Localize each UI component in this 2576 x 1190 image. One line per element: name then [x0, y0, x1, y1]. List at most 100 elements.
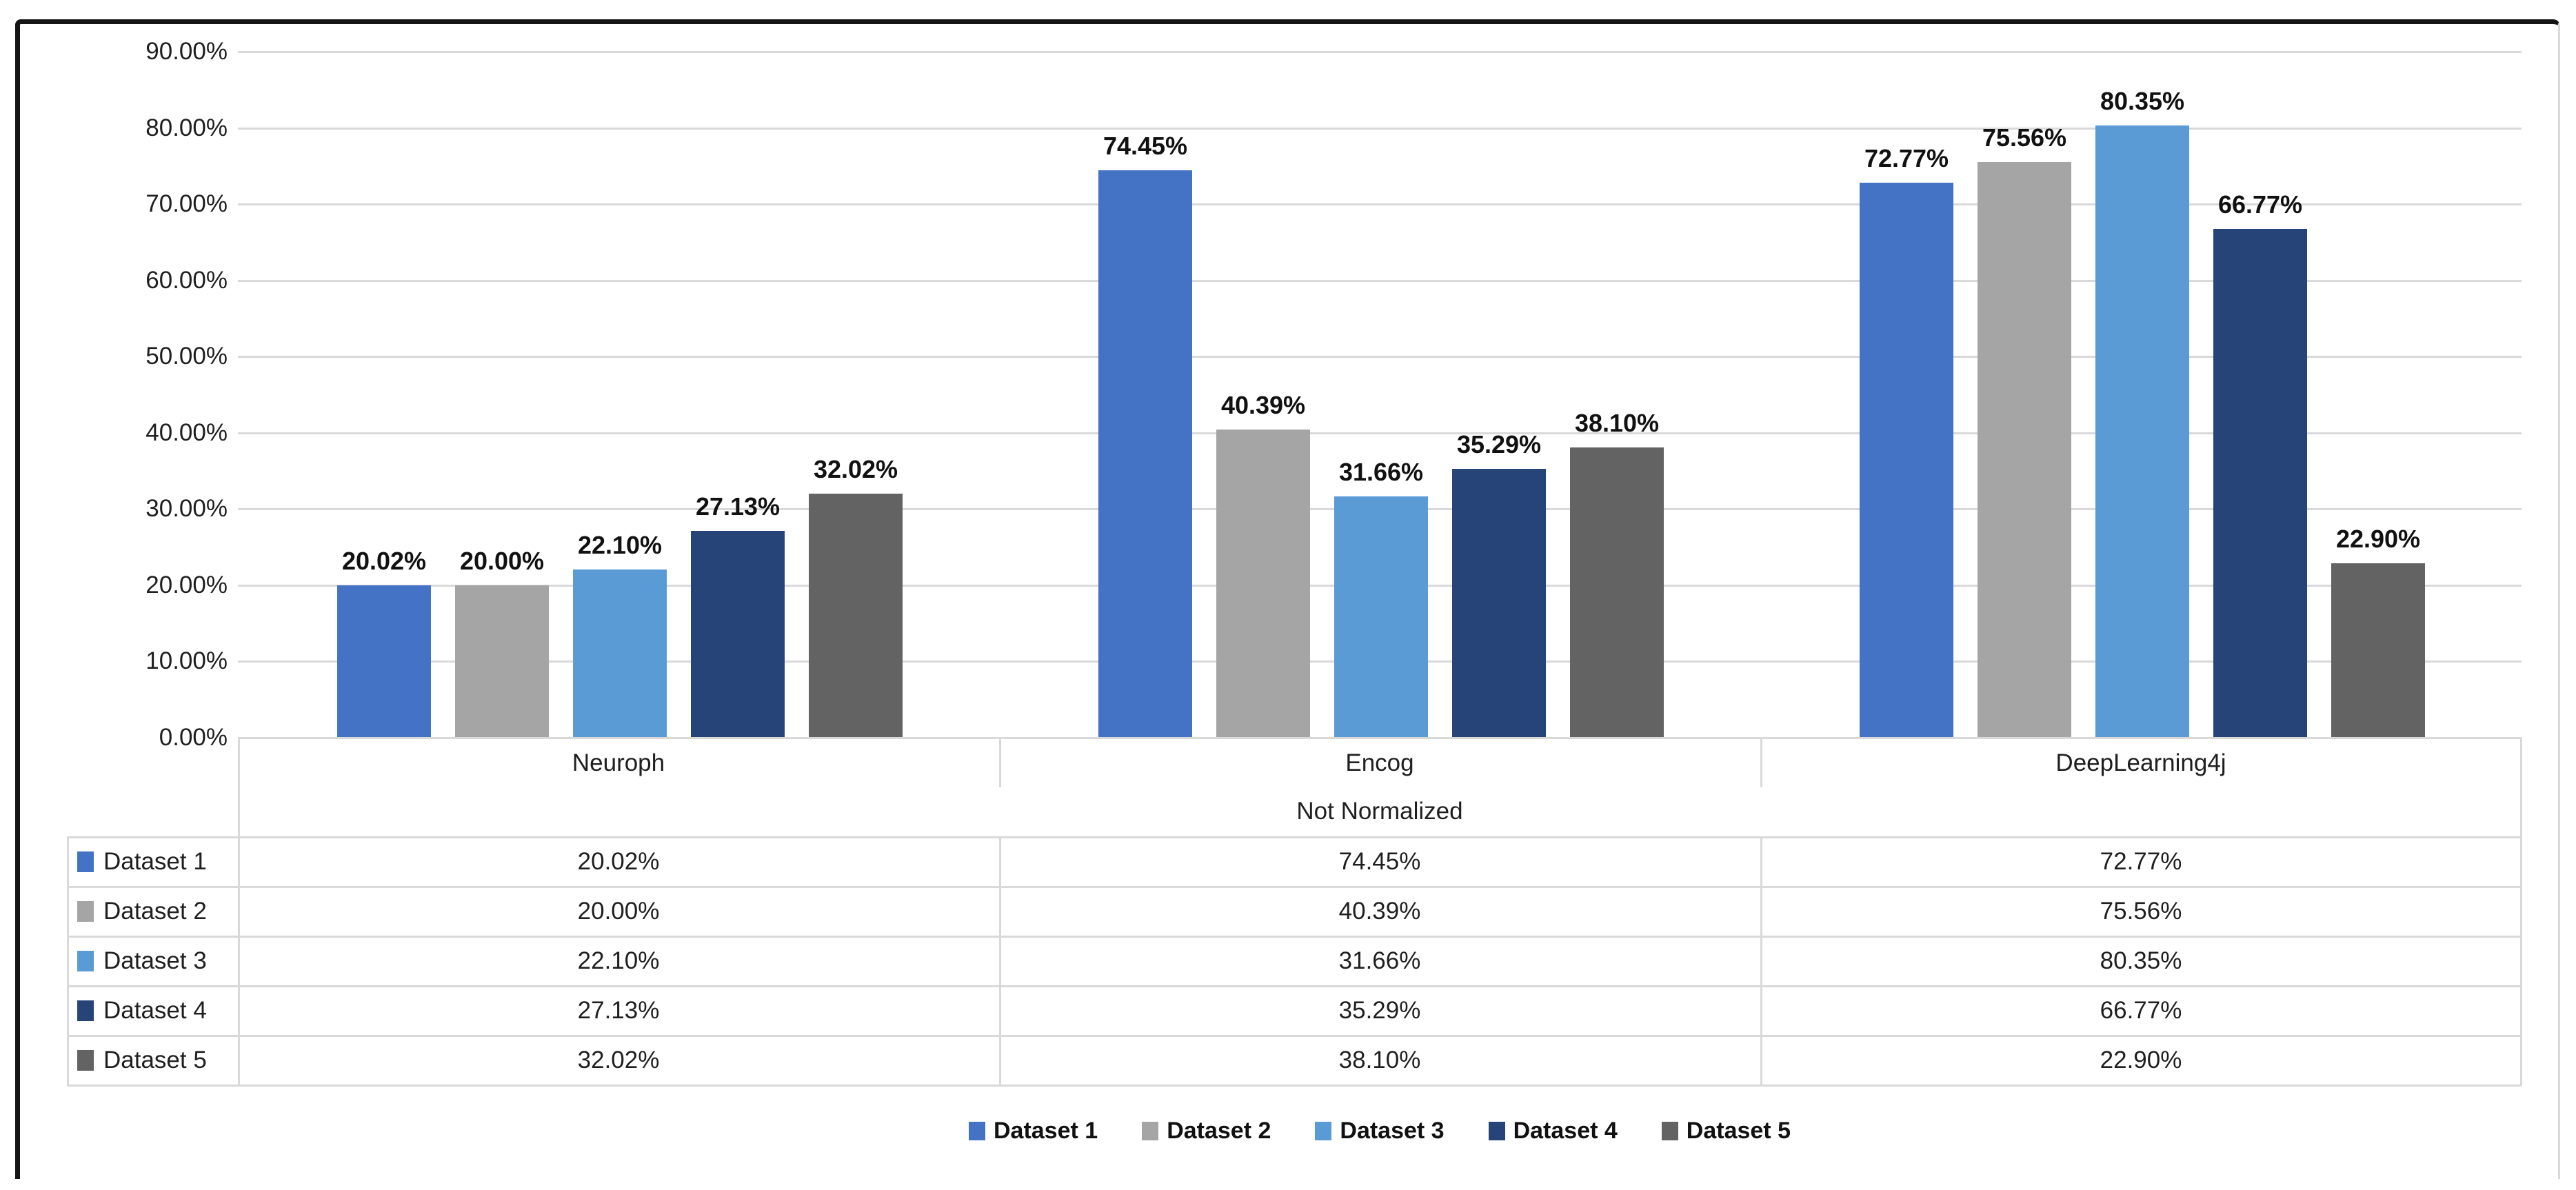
legend-item-dataset-1: Dataset 1 — [968, 1117, 1098, 1144]
bar-dataset-5-deeplearning4j — [2331, 563, 2425, 738]
bar-dataset-2-encog — [1216, 430, 1310, 738]
table-cell-value: 75.56% — [2100, 898, 2182, 925]
legend-label: Dataset 3 — [1340, 1117, 1445, 1144]
bar-dataset-3-encog — [1334, 496, 1428, 738]
series-swatch — [77, 901, 94, 922]
legend-item-dataset-3: Dataset 3 — [1315, 1117, 1445, 1144]
legend-label: Dataset 4 — [1513, 1117, 1618, 1144]
legend-swatch — [968, 1121, 985, 1140]
legend-swatch — [1142, 1121, 1159, 1140]
legend-item-dataset-2: Dataset 2 — [1142, 1118, 1271, 1144]
table-left-line — [238, 738, 240, 1085]
table-cell-value: 20.00% — [577, 898, 660, 925]
table-cell-value: 35.29% — [1338, 997, 1421, 1024]
y-axis-tick-label: 50.00% — [145, 343, 228, 370]
bar-value-label: 74.45% — [1103, 131, 1188, 160]
bar-value-label: 22.90% — [2335, 524, 2421, 553]
legend-item-dataset-5: Dataset 5 — [1661, 1117, 1791, 1144]
category-label-deeplearning4j: DeepLearning4j — [2055, 749, 2226, 776]
table-row-key: Dataset 5 — [77, 1046, 207, 1075]
legend-label: Dataset 5 — [1686, 1117, 1791, 1144]
table-row-key-label: Dataset 4 — [103, 997, 207, 1024]
category-label-neuroph: Neuroph — [572, 749, 665, 776]
gridline — [238, 127, 2522, 130]
table-row-key-label: Dataset 2 — [103, 898, 207, 925]
bar-value-label: 20.00% — [459, 546, 545, 575]
gridline — [238, 203, 2522, 206]
table-cell-value: 27.13% — [577, 997, 660, 1024]
gridline — [238, 432, 2522, 434]
chart-legend: Dataset 1 Dataset 2 Dataset 3 Dataset 4 Data… — [238, 1110, 2522, 1151]
table-row-line — [67, 1085, 2522, 1087]
table-row-key: Dataset 4 — [77, 996, 207, 1025]
table-cell-value: 22.90% — [2100, 1047, 2182, 1073]
bar-dataset-1-deeplearning4j — [1860, 183, 1953, 738]
legend-swatch — [1488, 1121, 1505, 1140]
legend-label: Dataset 1 — [993, 1117, 1098, 1144]
bar-dataset-2-neuroph — [455, 585, 549, 738]
table-row-line — [67, 985, 2522, 987]
table-cell-value: 40.39% — [1338, 898, 1421, 925]
bar-value-label: 27.13% — [695, 492, 781, 521]
table-row-line — [67, 936, 2522, 938]
category-label-encog: Encog — [1345, 749, 1414, 776]
bar-dataset-4-deeplearning4j — [2213, 228, 2307, 738]
bar-value-label: 75.56% — [1982, 123, 2067, 152]
bar-value-label: 72.77% — [1864, 144, 1949, 173]
category-divider-line — [1760, 738, 1762, 787]
legend-label: Dataset 2 — [1167, 1117, 1271, 1144]
bar-dataset-3-neuroph — [573, 569, 667, 738]
table-key-left-line — [67, 837, 69, 1085]
y-axis-tick-label: 70.00% — [145, 190, 228, 218]
table-top-line — [238, 737, 2522, 739]
bar-value-label: 40.39% — [1220, 391, 1306, 420]
table-right-line — [2520, 738, 2522, 1085]
series-swatch — [77, 1050, 94, 1071]
y-axis-tick-label: 10.00% — [145, 647, 228, 675]
legend-swatch — [1315, 1121, 1332, 1140]
bar-dataset-1-neuroph — [337, 585, 431, 738]
table-row-key-label: Dataset 5 — [103, 1047, 207, 1073]
bar-dataset-2-deeplearning4j — [1978, 161, 2071, 738]
bar-value-label: 80.35% — [2100, 86, 2185, 115]
bar-dataset-5-neuroph — [809, 494, 903, 738]
bar-value-label: 38.10% — [1574, 408, 1660, 437]
table-cell-value: 72.77% — [2100, 848, 2182, 875]
bar-value-label: 31.66% — [1338, 457, 1424, 486]
table-column-divider-line — [1760, 837, 1762, 1085]
table-cell-value: 74.45% — [1338, 848, 1421, 875]
category-divider-line — [999, 738, 1001, 787]
table-cell-value: 66.77% — [2100, 997, 2182, 1024]
series-swatch — [77, 951, 94, 971]
y-axis-tick-label: 0.00% — [159, 724, 228, 751]
series-swatch — [77, 851, 94, 872]
axis-group-label: Not Normalized — [1296, 798, 1463, 825]
table-cell-value: 22.10% — [577, 947, 660, 974]
bar-value-label: 35.29% — [1456, 430, 1542, 458]
y-axis-tick-label: 60.00% — [145, 266, 228, 294]
table-row-line — [67, 886, 2522, 888]
table-row-line — [67, 1035, 2522, 1037]
y-axis-tick-label: 90.00% — [145, 38, 228, 65]
gridline — [238, 51, 2522, 53]
bar-value-label: 32.02% — [813, 455, 898, 483]
bar-dataset-1-encog — [1098, 170, 1192, 738]
series-swatch — [77, 1000, 94, 1021]
y-axis-tick-label: 80.00% — [145, 114, 228, 141]
bar-dataset-5-encog — [1570, 447, 1664, 738]
bar-dataset-3-deeplearning4j — [2095, 125, 2189, 738]
y-axis-tick-label: 20.00% — [145, 571, 228, 598]
table-cell-value: 32.02% — [577, 1047, 660, 1073]
table-row-key-label: Dataset 1 — [103, 848, 207, 875]
legend-swatch — [1661, 1121, 1678, 1140]
table-row-key-label: Dataset 3 — [103, 947, 207, 974]
table-row-line — [67, 836, 2522, 838]
table-cell-value: 80.35% — [2100, 947, 2182, 974]
table-cell-value: 38.10% — [1338, 1047, 1421, 1073]
bar-dataset-4-encog — [1452, 468, 1546, 738]
table-column-divider-line — [999, 837, 1001, 1085]
bar-value-label: 22.10% — [577, 530, 663, 559]
gridline — [238, 356, 2522, 359]
y-axis-tick-label: 40.00% — [145, 418, 228, 446]
